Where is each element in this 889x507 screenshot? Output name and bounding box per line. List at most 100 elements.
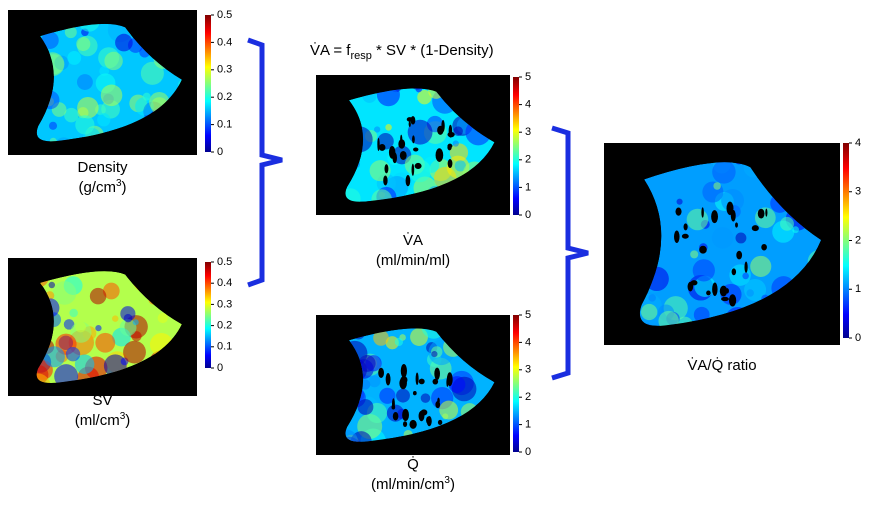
heatmap-blob	[735, 232, 747, 244]
void	[712, 282, 718, 296]
panel-unit: (ml/min/cm3)	[371, 475, 455, 493]
heatmap-blob	[100, 84, 123, 107]
colorbar-tick-label: 3	[525, 364, 531, 376]
heatmap-blob	[641, 303, 658, 321]
heatmap-blob	[374, 126, 381, 133]
unit-part: (ml/min/cm	[371, 476, 444, 493]
heatmap-blob	[115, 33, 133, 52]
colorbar-tick-label: 0	[525, 446, 531, 458]
colorbar-tick-label: 4	[855, 137, 861, 149]
heatmap-blob	[420, 393, 431, 403]
void	[385, 373, 391, 386]
unit-part: )	[125, 412, 130, 429]
label-part: Density	[77, 159, 128, 176]
heatmap-blob	[140, 61, 164, 85]
unit-part: 3	[120, 411, 126, 422]
label-part: Q̇	[407, 456, 419, 473]
colorbar-tick-label: 0.5	[217, 256, 232, 268]
heatmap-blob	[417, 89, 432, 105]
heatmap-blob	[754, 207, 776, 229]
heatmap-blob	[131, 331, 142, 342]
void	[413, 147, 419, 152]
void	[378, 144, 386, 151]
void	[414, 162, 422, 169]
colorbar-tick-label: 1	[855, 283, 861, 295]
colorbar-tick-label: 5	[525, 71, 531, 83]
void	[383, 175, 388, 186]
void	[757, 208, 765, 219]
void	[399, 377, 407, 390]
heatmap-blob	[453, 126, 463, 136]
heatmap-blob	[379, 387, 396, 404]
heatmap-blob	[385, 124, 392, 131]
void	[751, 225, 759, 232]
heatmap-blob	[439, 400, 459, 420]
heatmap-blob	[358, 354, 376, 372]
colorbar	[205, 15, 211, 152]
void	[726, 201, 734, 215]
void	[435, 401, 441, 409]
void	[378, 367, 385, 378]
colorbar-tick-label: 0	[855, 332, 861, 344]
heatmap-blob	[64, 107, 79, 123]
heatmap-blob	[385, 336, 399, 350]
colorbar-tick-label: 0	[217, 362, 223, 374]
heatmap-blob	[157, 312, 168, 324]
heatmap-blob	[41, 31, 59, 49]
heatmap-blob	[142, 92, 151, 101]
heatmap-blob	[345, 188, 361, 202]
heatmap-blob	[692, 259, 715, 282]
colorbar-tick-label: 3	[525, 126, 531, 138]
colorbar	[205, 262, 211, 368]
panel-label: Q̇	[407, 456, 419, 473]
heatmap-blob	[658, 310, 679, 326]
heatmap-blob	[64, 26, 77, 39]
void	[719, 285, 728, 297]
void	[384, 164, 389, 174]
void	[735, 222, 738, 228]
heatmap-blob	[371, 189, 393, 202]
void	[412, 390, 417, 396]
heatmap-blob	[744, 278, 767, 301]
colorbar-tick-label: 1	[525, 419, 531, 431]
void	[701, 207, 704, 218]
unit-part: )	[122, 179, 127, 196]
heatmap-blob	[742, 272, 749, 280]
heatmap-blob	[780, 216, 794, 231]
colorbar-tick-label: 0.3	[217, 298, 232, 310]
heatmap-blob	[408, 159, 432, 183]
colorbar	[513, 77, 519, 215]
void	[681, 233, 689, 239]
void	[761, 243, 767, 251]
heatmap-blob	[102, 282, 120, 300]
void	[391, 398, 395, 410]
heatmap-blob	[95, 324, 102, 332]
colorbar	[513, 315, 519, 452]
void	[392, 152, 398, 164]
panel-unit: (ml/min/ml)	[376, 252, 450, 269]
heatmap-blob	[78, 23, 100, 32]
void	[435, 148, 444, 162]
void	[426, 415, 432, 427]
panel-label: V̇A	[403, 232, 423, 249]
heatmap-blob	[119, 319, 137, 336]
colorbar-tick-label: 0.3	[217, 64, 232, 76]
void	[392, 412, 399, 421]
void	[448, 124, 453, 138]
panel-label: V̇A/Q̇ ratio	[687, 357, 756, 374]
colorbar-tick-label: 5	[525, 309, 531, 321]
void	[399, 150, 407, 160]
panel-unit: (g/cm3)	[78, 178, 126, 196]
unit-part: 3	[444, 475, 450, 486]
label-part: SV	[92, 392, 112, 409]
heatmap-blob	[452, 140, 459, 147]
void	[398, 139, 406, 149]
void	[420, 409, 428, 416]
panel-label: Density	[77, 159, 128, 176]
panel-label: SV	[92, 392, 112, 409]
void	[410, 116, 416, 125]
heatmap-blob	[123, 340, 146, 364]
panel-unit: (ml/cm3)	[75, 411, 131, 429]
void	[411, 163, 415, 176]
colorbar-tick-label: 0.1	[217, 119, 232, 131]
